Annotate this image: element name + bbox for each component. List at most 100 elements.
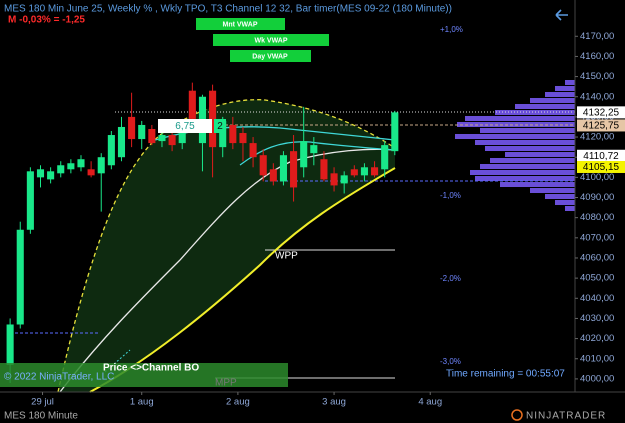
- vwap-line: [239, 141, 396, 166]
- candle-body: [269, 169, 277, 182]
- candle-body: [148, 128, 156, 144]
- volume-profile: [455, 80, 575, 211]
- candle-body: [6, 324, 14, 365]
- button-label[interactable]: Mnt VWAP: [223, 21, 258, 28]
- logo-icon: [511, 409, 523, 421]
- channel-bo-band: [0, 363, 288, 387]
- y-tick-label: 4100,00: [580, 172, 614, 183]
- candle-body: [219, 120, 227, 148]
- price-label-box: [577, 149, 625, 162]
- percent-label: -1,0%: [440, 191, 461, 200]
- candle-body: [229, 124, 237, 144]
- candle-body: [107, 135, 115, 166]
- candle-body: [47, 171, 55, 180]
- candle-body: [168, 135, 176, 146]
- button-label[interactable]: Day VWAP: [252, 53, 288, 60]
- candle-body: [320, 159, 328, 180]
- y-tick-label: 4140,00: [580, 91, 614, 102]
- annotation: 2: [217, 121, 223, 132]
- button-label[interactable]: Wk VWAP: [254, 37, 287, 44]
- candle-body: [279, 155, 287, 182]
- candle-body: [330, 173, 338, 186]
- y-tick-label: 4080,00: [580, 212, 614, 223]
- price-label: 4105,15: [583, 162, 620, 173]
- lower-channel: [89, 167, 396, 393]
- candle-body: [350, 169, 358, 176]
- y-tick-label: 4060,00: [580, 252, 614, 263]
- value-box: [158, 119, 212, 133]
- y-tick-label: 4000,00: [580, 373, 614, 384]
- candle-body: [26, 171, 34, 230]
- candle-body: [209, 90, 217, 148]
- candle-body: [340, 175, 348, 184]
- candle-body: [290, 151, 298, 188]
- y-tick-label: 4170,00: [580, 31, 614, 42]
- y-tick-label: 4120,00: [580, 132, 614, 143]
- percent-label: -2,0%: [440, 274, 461, 283]
- footer: MES 180 Minute: [4, 411, 78, 422]
- button[interactable]: [196, 18, 285, 30]
- annotation: MPP: [215, 378, 237, 389]
- annotation: 6,75: [175, 121, 195, 132]
- candle-body: [117, 126, 126, 158]
- candle-body: [77, 159, 85, 168]
- candle-body: [391, 112, 399, 152]
- y-tick-label: 4030,00: [580, 313, 614, 324]
- candle-body: [67, 163, 75, 170]
- axis-labels: 4000,00 4010,00 4020,00 4030,00 4040,00 4050,…: [31, 31, 625, 408]
- x-tick-label: 29 jul: [31, 397, 54, 408]
- candle-body: [381, 145, 389, 170]
- candle-body: [158, 135, 166, 142]
- value-box: [214, 119, 226, 133]
- button[interactable]: [213, 34, 329, 46]
- brand: NINJATRADER: [526, 411, 606, 422]
- candle-body: [97, 157, 105, 174]
- candle-body: [16, 229, 24, 325]
- x-tick-label: 3 aug: [322, 397, 346, 408]
- candle-body: [87, 169, 95, 176]
- candle-body: [371, 167, 379, 176]
- candle-body: [360, 167, 368, 176]
- back-arrow[interactable]: [555, 9, 568, 21]
- copyright: © 2022 NinjaTrader, LLC: [4, 372, 114, 383]
- candle-body: [188, 90, 196, 119]
- price-label-box: [577, 160, 625, 173]
- y-tick-label: 4020,00: [580, 333, 614, 344]
- candle-body: [178, 122, 186, 144]
- y-tick-label: 4160,00: [580, 51, 614, 62]
- y-tick-label: 4070,00: [580, 232, 614, 243]
- candle-body: [249, 143, 257, 158]
- x-tick-label: 1 aug: [130, 397, 154, 408]
- candle-body: [310, 145, 318, 154]
- x-tick-label: 4 aug: [418, 397, 442, 408]
- channel-fill: [58, 99, 395, 392]
- percent-label: -3,0%: [440, 357, 461, 366]
- y-tick-label: 4010,00: [580, 353, 614, 364]
- annotation: WPP: [275, 251, 298, 262]
- price-label: 4110,72: [583, 151, 619, 162]
- y-tick-label: 4150,00: [580, 71, 614, 82]
- chart-title: MES 180 Min June 25, Weekly % , Wkly TPO…: [4, 4, 452, 15]
- y-tick-label: 4040,00: [580, 293, 614, 304]
- button[interactable]: [230, 50, 311, 62]
- timer: Time remaining = 00:55:07: [446, 369, 565, 380]
- candle-body: [300, 141, 308, 168]
- candle-body: [128, 116, 136, 140]
- candle-body: [239, 133, 247, 144]
- y-tick-label: 4050,00: [580, 273, 614, 284]
- price-label: 4125,75: [583, 121, 620, 132]
- price-label-box: [577, 119, 625, 132]
- candle-body: [138, 124, 146, 140]
- subtitle: M -0,03% = -1,25: [8, 15, 85, 26]
- y-tick-label: 4090,00: [580, 192, 614, 203]
- candle-body: [36, 169, 45, 178]
- percent-label: +1,0%: [440, 25, 463, 34]
- price-label-box: [577, 106, 625, 119]
- annotation: Price <>Channel BO: [103, 363, 199, 374]
- moving-average: [59, 148, 396, 393]
- candle-body: [259, 155, 267, 176]
- candle-body: [57, 165, 65, 174]
- x-tick-label: 2 aug: [226, 397, 250, 408]
